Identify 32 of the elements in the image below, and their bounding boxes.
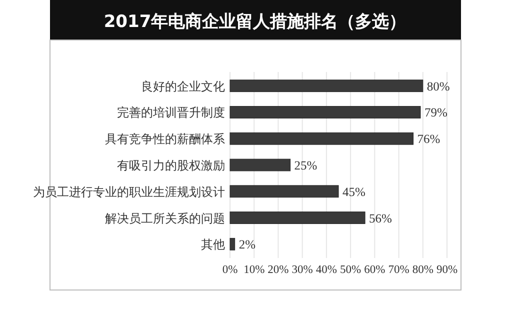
data-label: 56% [369,211,392,226]
data-label: 2% [238,238,256,252]
y-tick-label: 具有竞争性的薪酬体系 [105,132,225,146]
bar [230,185,339,198]
data-label: 76% [417,132,440,146]
x-tick-label: 90% [436,264,458,276]
bar [230,132,414,145]
x-tick-label: 10% [244,264,266,276]
chart-title: 2017年电商企业留人措施排名（多选） [104,12,406,32]
x-tick-label: 20% [268,264,290,276]
y-tick-label: 良好的企业文化 [141,79,225,94]
y-tick-label: 为员工进行专业的职业生涯规划设计 [33,184,225,199]
x-tick-label: 30% [292,264,314,276]
y-tick-label: 其他 [201,238,225,252]
bar [230,158,291,172]
bar [230,106,421,118]
data-label: 80% [426,79,450,94]
data-label: 79% [424,106,448,120]
x-tick-label: 40% [316,264,338,276]
bar [230,80,424,92]
y-tick-label: 有吸引力的股权激励 [117,158,225,172]
y-tick-label: 完善的培训晋升制度 [117,106,225,120]
data-label: 45% [342,184,366,199]
data-label: 25% [294,158,318,172]
x-tick-label: 60% [364,264,386,276]
x-tick-label: 70% [388,264,410,276]
x-tick-label: 50% [340,264,362,276]
bar [230,212,366,224]
x-tick-label: 0% [222,264,238,276]
bar [230,238,236,250]
x-tick-label: 80% [412,264,434,276]
y-tick-label: 解决员工所关系的问题 [105,211,225,226]
